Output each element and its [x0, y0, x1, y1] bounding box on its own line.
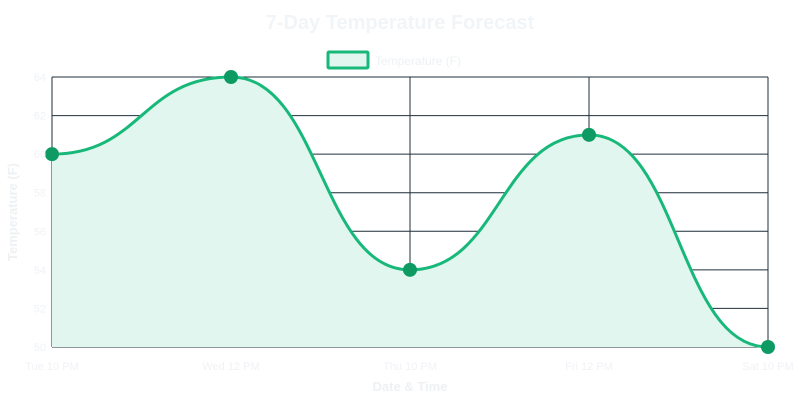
y-tick-label: 56	[34, 226, 46, 238]
x-axis-title: Date & Time	[373, 379, 448, 394]
chart-title: 7-Day Temperature Forecast	[266, 12, 535, 34]
y-axis: 50 52 54 56 58 60 62 64	[34, 72, 46, 354]
legend: Temperature (F)	[326, 50, 461, 70]
x-tick-label: Tue 10 PM	[25, 361, 78, 373]
y-tick-label: 54	[34, 265, 46, 277]
legend-label: Temperature (F)	[375, 54, 461, 68]
data-point[interactable]	[761, 340, 775, 354]
y-tick-label: 64	[34, 72, 46, 84]
data-point[interactable]	[224, 70, 238, 84]
data-point[interactable]	[403, 262, 417, 277]
x-tick-label: Fri 12 PM	[565, 361, 613, 373]
y-tick-label: 52	[34, 303, 46, 315]
y-tick-label: 60	[34, 149, 46, 161]
plot-area	[45, 70, 775, 354]
data-point[interactable]	[582, 127, 596, 142]
series-area-fill	[52, 77, 768, 347]
y-tick-label: 58	[34, 188, 46, 200]
x-tick-label: Sat 10 PM	[742, 361, 793, 373]
y-tick-label: 62	[34, 111, 46, 123]
y-tick-label: 50	[34, 342, 46, 354]
x-axis: Tue 10 PM Wed 12 PM Thu 10 PM Fri 12 PM Sat …	[25, 361, 793, 373]
y-axis-title: Temperature (F)	[5, 163, 20, 261]
legend-swatch	[326, 50, 370, 70]
x-tick-label: Wed 12 PM	[202, 361, 259, 373]
data-point[interactable]	[45, 147, 59, 162]
x-tick-label: Thu 10 PM	[383, 361, 437, 373]
